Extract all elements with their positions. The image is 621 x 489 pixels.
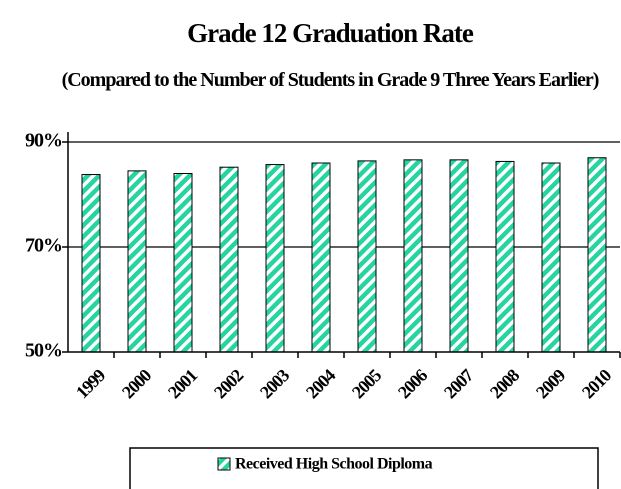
bar xyxy=(127,170,147,353)
bar xyxy=(587,157,607,353)
bar xyxy=(403,159,423,353)
bar xyxy=(219,166,239,353)
x-tick-label: 2005 xyxy=(348,365,385,402)
x-tick-label: 2009 xyxy=(532,365,569,402)
y-tick-label: 70% xyxy=(25,235,62,257)
bar xyxy=(357,160,377,353)
x-tick-label: 2006 xyxy=(394,365,431,402)
chart-subtitle: (Compared to the Number of Students in G… xyxy=(61,69,600,91)
x-tick-label: 2008 xyxy=(486,365,523,402)
bar xyxy=(81,174,101,353)
x-tick-label: 1999 xyxy=(72,365,109,402)
x-tick-label: 2001 xyxy=(164,365,201,402)
x-tick-label: 2004 xyxy=(302,365,339,402)
bar xyxy=(311,162,331,353)
legend-swatch xyxy=(217,457,231,471)
bar xyxy=(173,173,193,353)
x-tick-label: 2002 xyxy=(210,365,247,402)
legend-box xyxy=(129,447,599,489)
bar xyxy=(265,164,285,353)
y-tick-label: 90% xyxy=(25,130,62,152)
y-tick-label: 50% xyxy=(25,340,62,362)
x-tick-label: 2007 xyxy=(440,365,477,402)
chart-title: Grade 12 Graduation Rate xyxy=(187,18,474,48)
x-tick-label: 2000 xyxy=(118,365,155,402)
x-tick-label: 2003 xyxy=(256,365,293,402)
bar xyxy=(495,160,515,353)
bar xyxy=(449,159,469,353)
x-tick-label: 2010 xyxy=(578,365,615,402)
bar xyxy=(541,162,561,353)
legend-label: Received High School Diploma xyxy=(235,456,433,473)
